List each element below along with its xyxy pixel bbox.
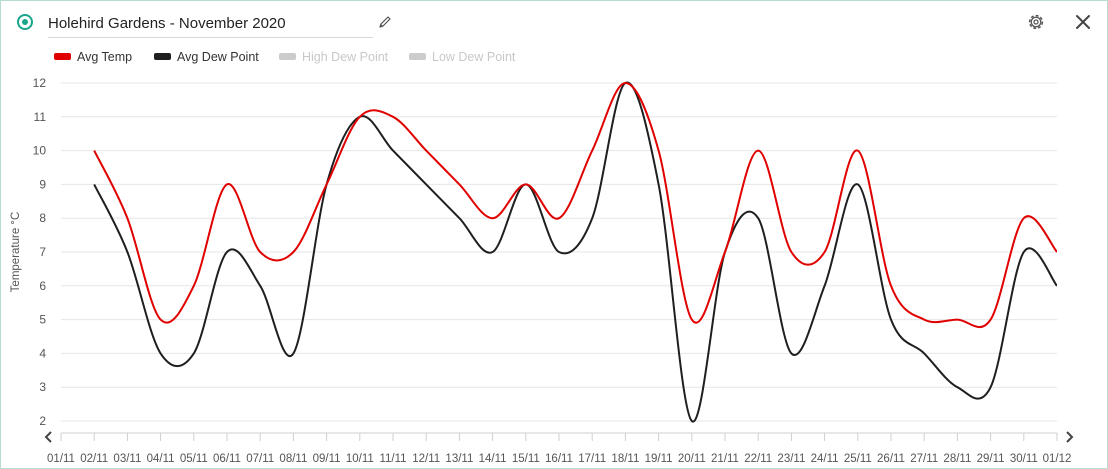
- y-tick-label: 6: [39, 279, 46, 293]
- chevron-right-icon[interactable]: [1062, 430, 1076, 444]
- x-tick-label: 01/11: [47, 453, 75, 465]
- y-tick-label: 10: [33, 144, 47, 158]
- series-line-avg-dew-point: [93, 81, 1057, 423]
- y-tick-label: 7: [39, 245, 46, 259]
- x-tick-label: 18/11: [611, 453, 639, 465]
- x-tick-label: 27/11: [910, 453, 938, 465]
- gear-icon[interactable]: [1025, 11, 1047, 33]
- y-tick-label: 11: [34, 110, 47, 124]
- x-tick-label: 10/11: [346, 453, 374, 465]
- x-tick-label: 23/11: [777, 453, 805, 465]
- legend-label: Low Dew Point: [432, 50, 516, 64]
- y-tick-label: 9: [39, 177, 46, 191]
- x-tick-label: 28/11: [943, 453, 971, 465]
- series-line-avg-temp: [93, 81, 1057, 329]
- x-tick-label: 08/11: [279, 453, 307, 465]
- x-tick-label: 16/11: [545, 453, 573, 465]
- y-tick-label: 2: [39, 414, 46, 428]
- x-tick-label: 12/11: [412, 453, 440, 465]
- x-tick-label: 05/11: [180, 453, 208, 465]
- legend-swatch-high-dew-point: [279, 53, 296, 60]
- page-title[interactable]: Holehird Gardens - November 2020: [48, 13, 373, 38]
- legend-label: Avg Temp: [77, 50, 133, 64]
- legend-swatch-low-dew-point: [409, 53, 426, 60]
- legend-swatch-avg-dew-point: [154, 53, 171, 60]
- legend-label: High Dew Point: [302, 50, 389, 64]
- status-dot-icon: [17, 14, 33, 30]
- x-tick-label: 29/11: [977, 453, 1005, 465]
- y-axis-label: Temperature °C: [10, 212, 22, 293]
- y-tick-label: 12: [33, 76, 47, 90]
- x-tick-label: 09/11: [313, 453, 341, 465]
- x-tick-label: 01/12: [1043, 453, 1072, 465]
- x-tick-label: 24/11: [811, 453, 839, 465]
- x-tick-label: 25/11: [844, 453, 872, 465]
- x-tick-label: 03/11: [113, 453, 141, 465]
- x-tick-label: 06/11: [213, 453, 241, 465]
- chevron-left-icon[interactable]: [42, 430, 56, 444]
- legend-label: Avg Dew Point: [177, 50, 259, 64]
- x-tick-label: 07/11: [246, 453, 274, 465]
- pencil-icon[interactable]: [377, 14, 393, 30]
- y-tick-label: 8: [39, 211, 46, 225]
- x-tick-label: 15/11: [512, 453, 540, 465]
- x-tick-label: 04/11: [147, 453, 175, 465]
- x-tick-label: 14/11: [479, 453, 507, 465]
- x-tick-label: 19/11: [645, 453, 673, 465]
- panel-header: Holehird Gardens - November 2020: [1, 1, 1107, 45]
- x-tick-label: 11/11: [379, 453, 406, 465]
- y-tick-label: 4: [39, 346, 46, 360]
- x-tick-label: 26/11: [877, 453, 905, 465]
- y-tick-label: 5: [39, 313, 46, 327]
- x-tick-label: 22/11: [744, 453, 772, 465]
- x-tick-label: 21/11: [711, 453, 739, 465]
- y-tick-label: 3: [39, 380, 46, 394]
- x-tick-label: 13/11: [445, 453, 473, 465]
- close-icon[interactable]: [1073, 12, 1093, 32]
- x-tick-label: 02/11: [80, 453, 108, 465]
- x-tick-label: 30/11: [1010, 453, 1038, 465]
- x-tick-label: 20/11: [678, 453, 706, 465]
- x-tick-label: 17/11: [578, 453, 606, 465]
- legend-swatch-avg-temp: [54, 53, 71, 60]
